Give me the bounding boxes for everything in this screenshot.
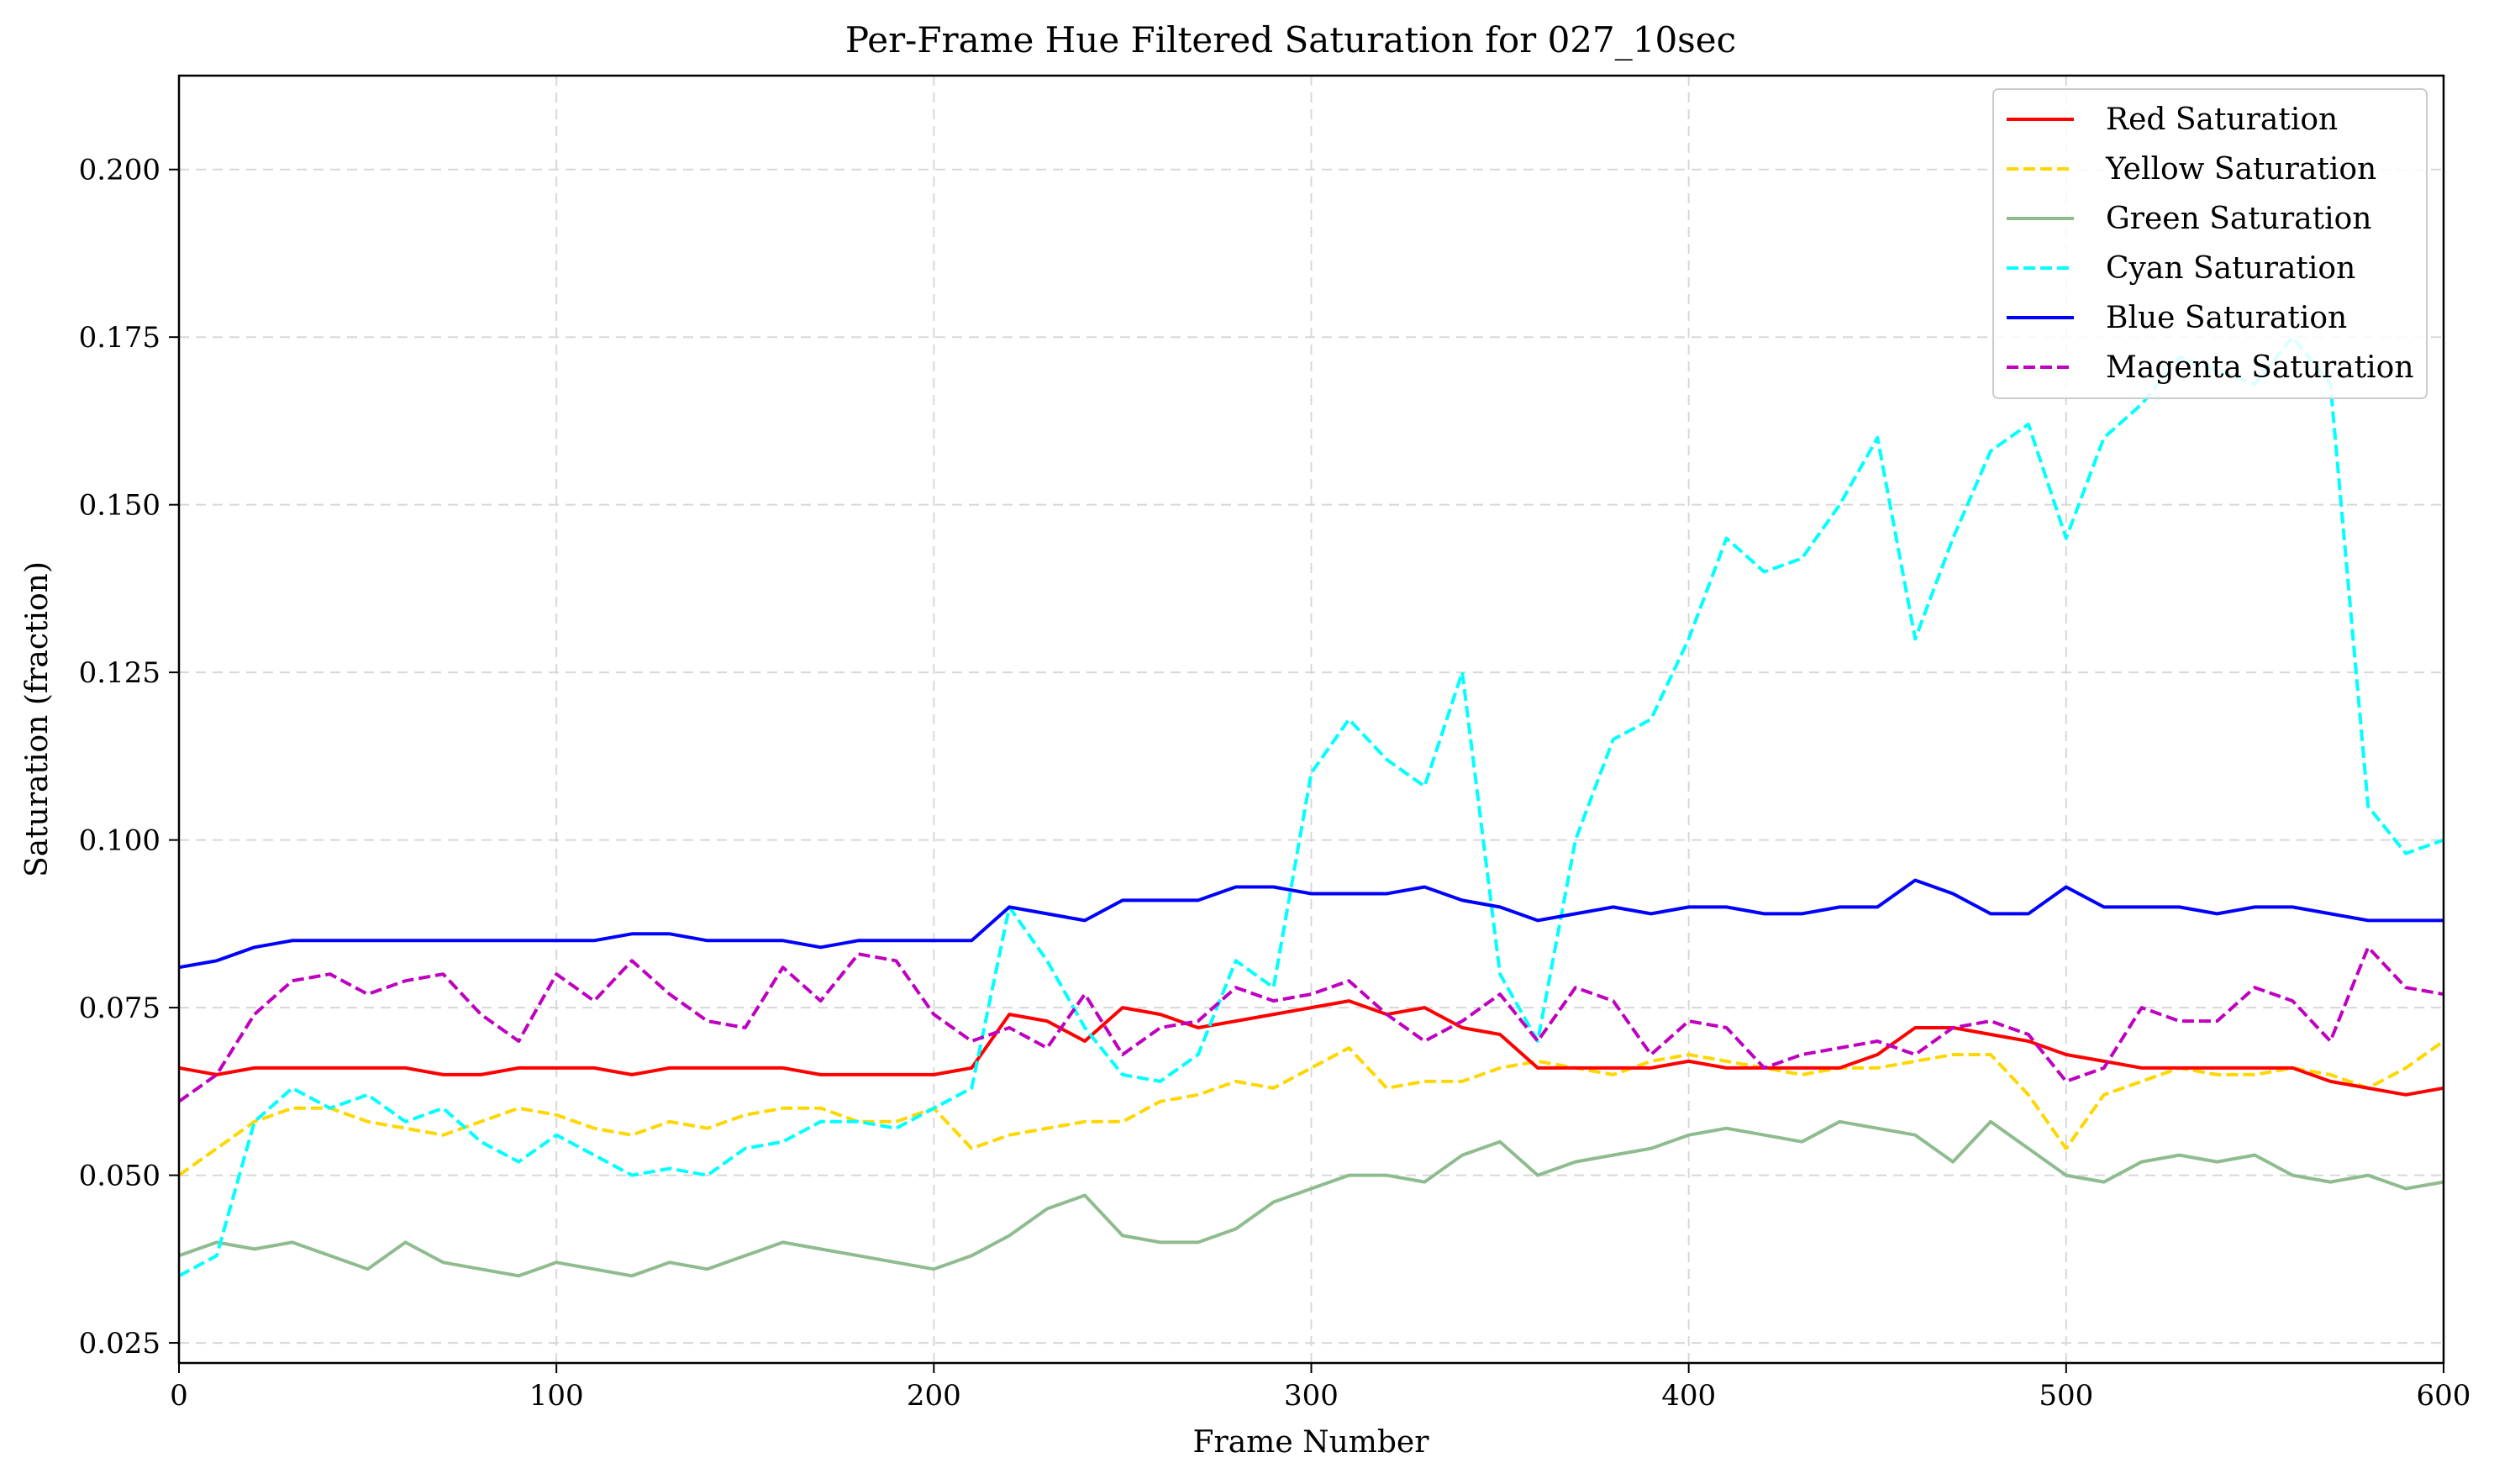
y-tick-label: 0.100	[79, 824, 160, 858]
x-tick-label: 400	[1661, 1379, 1716, 1413]
y-axis-label: Saturation (fraction)	[20, 561, 55, 877]
y-tick-label: 0.125	[79, 656, 160, 690]
x-tick-label: 300	[1284, 1379, 1339, 1413]
y-tick-label: 0.075	[79, 992, 160, 1025]
legend-label: Cyan Saturation	[2106, 251, 2355, 286]
x-tick-label: 600	[2417, 1379, 2471, 1413]
x-axis: 0 100 200 300 400 500 600	[170, 1363, 2470, 1413]
y-tick-label: 0.050	[79, 1160, 160, 1193]
legend-label: Yellow Saturation	[2105, 152, 2376, 187]
series-line-blue	[179, 878, 2444, 970]
x-tick-label: 500	[2039, 1379, 2093, 1413]
legend-box	[1992, 88, 2428, 399]
y-tick-label: 0.025	[79, 1327, 160, 1360]
legend: Red Saturation Yellow Saturation Green Sat…	[1992, 88, 2428, 399]
y-tick-label: 0.200	[79, 154, 160, 187]
x-tick-label: 0	[170, 1379, 188, 1413]
series-line-magenta	[179, 945, 2444, 1103]
series-layer	[179, 335, 2444, 1278]
x-axis-label: Frame Number	[1193, 1425, 1430, 1460]
series-line-cyan	[179, 335, 2444, 1278]
legend-label: Blue Saturation	[2106, 301, 2347, 335]
legend-label: Magenta Saturation	[2106, 350, 2414, 385]
x-tick-label: 200	[907, 1379, 961, 1413]
y-tick-label: 0.150	[79, 489, 160, 523]
legend-label: Green Saturation	[2106, 202, 2372, 236]
series-line-green	[179, 1119, 2444, 1278]
y-axis: 0.025 0.050 0.075 0.100 0.125 0.150 0.175 0.200	[79, 154, 179, 1360]
x-tick-label: 100	[529, 1379, 584, 1413]
series-line-yellow	[179, 1039, 2444, 1177]
chart-title: Per-Frame Hue Filtered Saturation for 02…	[845, 19, 1736, 61]
y-tick-label: 0.175	[79, 321, 160, 355]
legend-label: Red Saturation	[2106, 103, 2338, 137]
series-line-red	[179, 999, 2444, 1097]
